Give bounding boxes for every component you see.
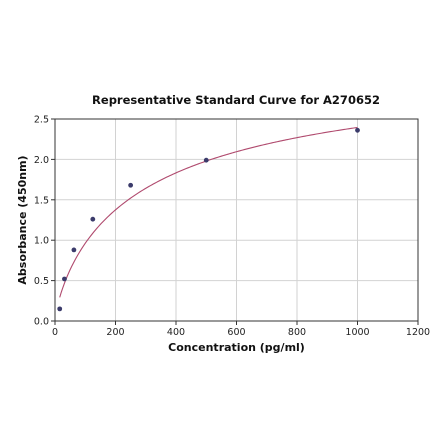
data-point (62, 276, 67, 282)
x-axis-label: Concentration (pg/ml) (168, 341, 305, 354)
fit-curve-layer (59, 126, 358, 298)
y-tick-label: 0.0 (34, 317, 49, 328)
grid (54, 118, 419, 322)
x-tick-label: 1000 (345, 327, 369, 338)
data-point (128, 182, 134, 188)
x-tick-label: 600 (227, 327, 245, 338)
data-point (203, 157, 209, 163)
x-tick-label: 800 (288, 327, 306, 338)
x-tick-label: 0 (52, 327, 58, 338)
y-tick-label: 2.5 (34, 115, 49, 126)
data-points (57, 127, 360, 312)
data-point (355, 127, 360, 133)
data-point (90, 216, 96, 222)
data-point (57, 306, 63, 312)
axis-ticks: 0 200 400 600 800 1000 1200 0.0 0.5 1.0 1.5 2.0 2.5 (34, 115, 430, 339)
data-point (71, 247, 77, 253)
y-axis-label: Absorbance (450nm) (16, 155, 29, 284)
y-tick-label: 1.5 (34, 195, 49, 206)
x-tick-label: 400 (167, 327, 185, 338)
x-tick-label: 1200 (406, 327, 430, 338)
chart-title: Representative Standard Curve for A27065… (92, 93, 380, 107)
y-tick-label: 2.0 (34, 155, 49, 166)
x-tick-label: 200 (106, 327, 124, 338)
y-tick-label: 0.5 (34, 276, 49, 287)
y-tick-label: 1.0 (34, 236, 49, 247)
fit-curve (59, 126, 358, 298)
